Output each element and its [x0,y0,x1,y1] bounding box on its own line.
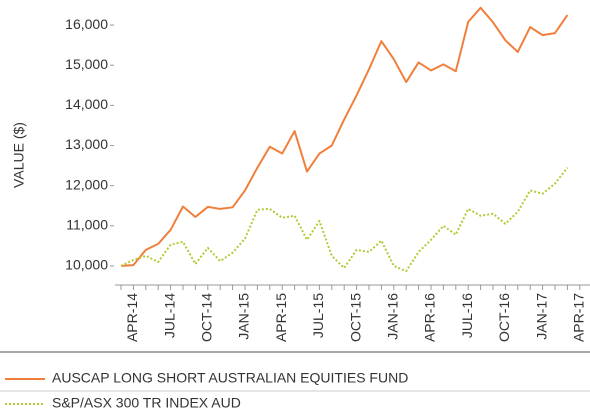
x-tick-label: JAN-16 [385,293,401,340]
legend-label: S&P/ASX 300 TR INDEX AUD [52,395,241,411]
x-tick-label: APR-16 [422,293,438,342]
x-tick-label: JUL-14 [161,293,177,338]
y-tick-label: 12,000 [65,176,108,192]
x-tick-label: OCT-16 [496,293,512,342]
x-tick-label: APR-17 [571,293,587,342]
y-tick-label: 16,000 [65,16,108,32]
y-tick-label: 15,000 [65,56,108,72]
x-tick-label: JUL-15 [310,293,326,338]
series-line [120,166,569,273]
x-tick-label: APR-15 [273,293,289,342]
x-tick-label: JAN-17 [533,293,549,340]
x-tick-label: APR-14 [124,293,140,342]
x-tick-label: JUL-16 [459,293,475,338]
x-tick-label: JAN-15 [236,293,252,340]
y-tick-label: 13,000 [65,136,108,152]
y-tick-label: 11,000 [66,216,108,232]
y-tick-label: 14,000 [65,96,108,112]
legend-label: AUSCAP LONG SHORT AUSTRALIAN EQUITIES FU… [52,370,408,386]
y-axis-label: VALUE ($) [11,122,27,188]
series-line [120,6,569,267]
x-tick-label: OCT-15 [347,293,363,342]
y-tick-label: 10,000 [65,257,108,273]
x-tick-label: OCT-14 [199,293,215,342]
